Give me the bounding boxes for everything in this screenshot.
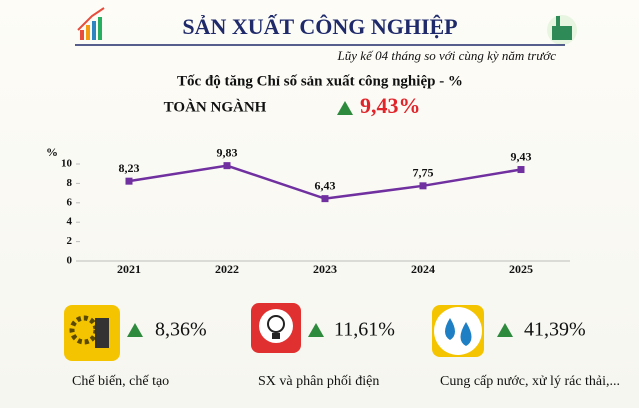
point (419, 182, 427, 190)
up-arrow (497, 323, 513, 337)
sector-name: SX và phân phối điện (258, 374, 379, 389)
y-tick-label: 10 (61, 158, 73, 170)
sector-icon-2 (251, 303, 301, 353)
data-label: 9,83 (217, 145, 238, 159)
x-tick-label: 2021 (117, 262, 141, 276)
up-arrow (337, 101, 353, 115)
y-tick-label: 0 (67, 255, 73, 267)
factory-icon (547, 15, 577, 45)
y-tick-label: 8 (67, 177, 73, 189)
title: SẢN XUẤT CÔNG NGHIỆP (182, 14, 457, 39)
point (321, 195, 329, 203)
headline-value: 9,43% (360, 93, 421, 118)
x-tick-label: 2022 (215, 262, 239, 276)
y-tick-label: 4 (67, 216, 73, 228)
up-arrow (127, 323, 143, 337)
sector-value: 8,36% (155, 319, 207, 341)
point (125, 177, 133, 185)
chart-title: Tốc độ tăng Chỉ số sản xuất công nghiệp … (177, 73, 463, 89)
x-tick-label: 2025 (509, 262, 533, 276)
data-label: 6,43 (315, 178, 336, 192)
x-tick-label: 2024 (411, 262, 435, 276)
data-label: 8,23 (119, 161, 140, 175)
sector-value: 11,61% (334, 319, 395, 341)
y-unit: % (46, 145, 58, 159)
y-tick-label: 6 (67, 196, 73, 208)
sector-name: Cung cấp nước, xử lý rác thải,... (440, 374, 620, 389)
x-tick-label: 2023 (313, 262, 337, 276)
point (517, 166, 525, 174)
sector-icon-3 (432, 305, 484, 357)
data-label: 9,43 (511, 149, 532, 163)
data-label: 7,75 (413, 166, 434, 180)
subtitle: Lũy kế 04 tháng so với cùng kỳ năm trước (337, 48, 557, 63)
up-arrow (308, 323, 324, 337)
y-tick-label: 2 (67, 235, 73, 247)
growth-icon (77, 7, 105, 40)
headline-label: TOÀN NGÀNH (164, 98, 267, 115)
sector-icon-1 (64, 305, 120, 361)
point (223, 162, 231, 170)
sector-value: 41,39% (524, 319, 586, 341)
sector-name: Chế biến, chế tạo (72, 374, 169, 389)
